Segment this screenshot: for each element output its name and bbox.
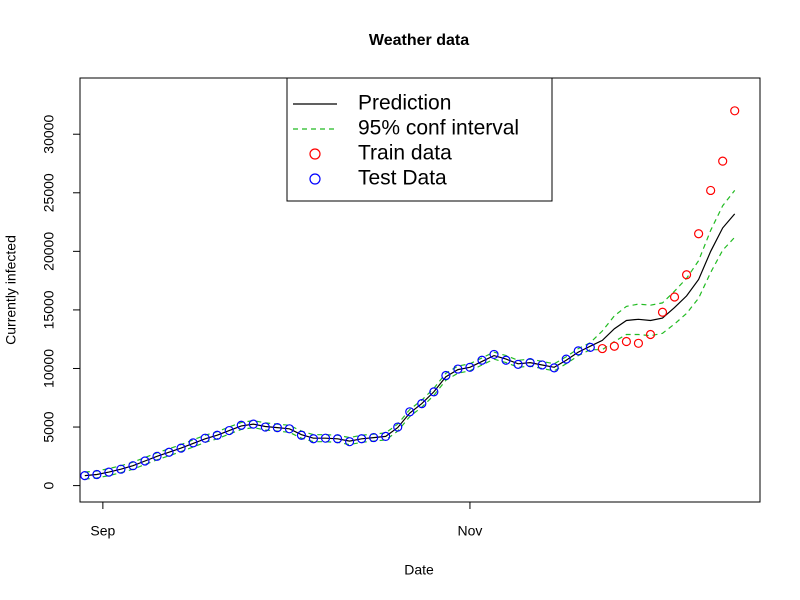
- data-point: [405, 407, 415, 417]
- data-point: [706, 185, 716, 196]
- data-point: [561, 354, 571, 364]
- legend-label: 95% conf interval: [358, 117, 519, 140]
- data-point: [465, 362, 475, 372]
- y-tick-label: 20000: [41, 232, 57, 271]
- data-point: [260, 422, 270, 432]
- data-point: [344, 437, 355, 447]
- data-point: [585, 342, 595, 352]
- data-point: [621, 336, 632, 347]
- data-point: [573, 346, 583, 356]
- data-point: [417, 399, 427, 409]
- data-point: [140, 456, 150, 466]
- legend-label: Prediction: [358, 92, 451, 115]
- data-point: [152, 451, 162, 461]
- y-tick-label: 30000: [41, 115, 57, 154]
- data-point: [308, 434, 319, 444]
- data-point: [513, 359, 523, 369]
- data-point: [164, 447, 174, 457]
- data-point: [92, 469, 102, 480]
- x-tick-label: Nov: [457, 523, 482, 539]
- legend-symbol: [309, 173, 321, 185]
- y-tick-label: 5000: [41, 411, 57, 442]
- data-point: [477, 355, 487, 365]
- y-tick-label: 15000: [41, 290, 57, 329]
- conf-lower-line: [84, 236, 736, 480]
- data-point: [429, 387, 439, 397]
- legend-label: Train data: [358, 142, 452, 165]
- data-point: [320, 433, 331, 443]
- y-tick-label: 0: [41, 482, 57, 490]
- data-point: [657, 307, 668, 317]
- data-point: [453, 364, 463, 374]
- data-point: [441, 370, 451, 381]
- x-tick-label: Sep: [90, 523, 115, 539]
- data-point: [357, 434, 367, 444]
- data-point: [718, 156, 728, 166]
- data-point: [597, 343, 607, 354]
- data-point: [128, 461, 138, 471]
- y-axis-label: Currently infected: [3, 235, 19, 345]
- data-point: [332, 434, 343, 444]
- data-point: [609, 341, 619, 351]
- data-point: [224, 425, 234, 436]
- data-point: [393, 422, 403, 432]
- y-tick-label: 25000: [41, 173, 57, 212]
- data-point: [188, 438, 198, 448]
- data-point: [369, 432, 379, 443]
- data-point: [633, 338, 644, 348]
- legend-symbol: [309, 148, 321, 160]
- y-tick-label: 10000: [41, 349, 57, 388]
- data-point: [501, 355, 511, 365]
- data-point: [236, 420, 246, 430]
- chart-title: Weather data: [369, 32, 469, 49]
- prediction-line: [84, 213, 736, 477]
- legend-label: Test Data: [358, 167, 447, 190]
- data-point: [681, 270, 692, 280]
- data-point: [80, 471, 90, 481]
- data-point: [296, 430, 307, 440]
- data-point: [525, 358, 535, 368]
- data-point: [694, 229, 704, 239]
- legend-box: [286, 77, 553, 202]
- data-point: [212, 430, 222, 440]
- data-point: [176, 443, 186, 453]
- data-point: [730, 106, 740, 116]
- data-point: [489, 349, 499, 360]
- x-axis-label: Date: [404, 562, 434, 578]
- data-point: [200, 433, 210, 443]
- data-point: [104, 467, 114, 477]
- data-point: [645, 329, 656, 340]
- data-point: [537, 360, 547, 370]
- data-point: [284, 424, 295, 434]
- data-point: [549, 363, 559, 373]
- data-point: [272, 423, 282, 433]
- data-point: [669, 292, 680, 302]
- data-point: [381, 431, 391, 442]
- conf-upper-line: [84, 190, 736, 473]
- data-point: [248, 419, 258, 429]
- data-point: [116, 464, 126, 474]
